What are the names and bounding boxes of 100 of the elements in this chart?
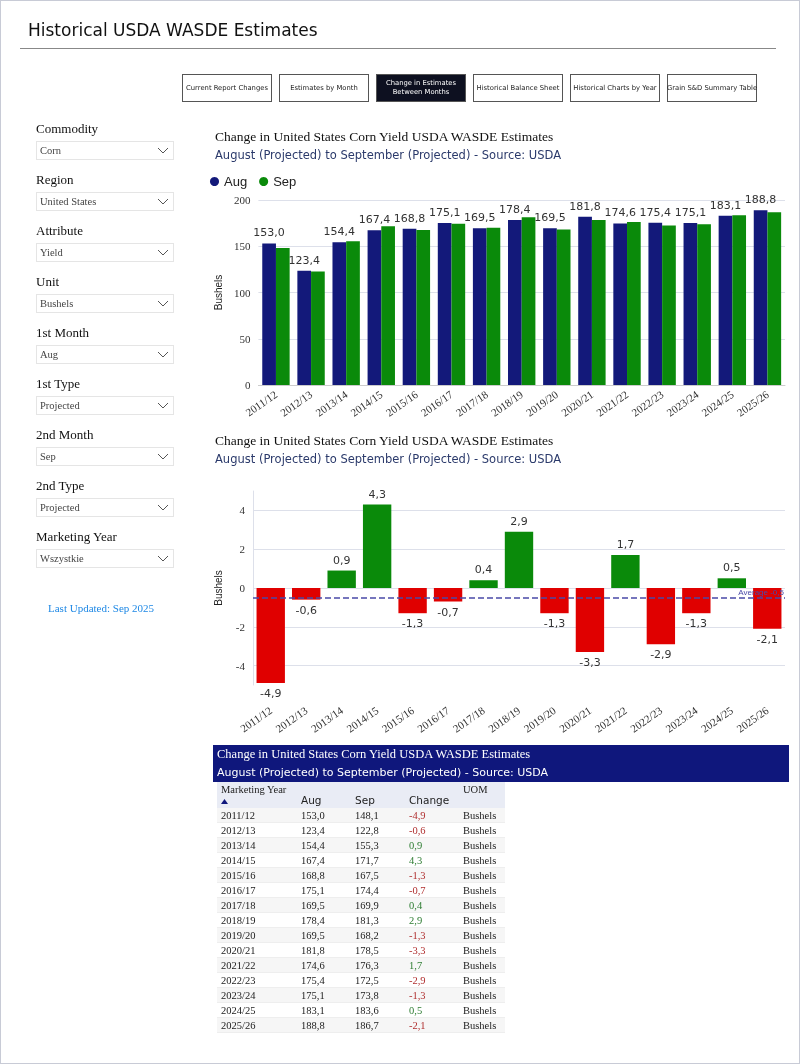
data-label: -4,9: [405, 808, 459, 823]
text: Sep: [351, 782, 405, 808]
data-label: 4,3: [368, 487, 386, 501]
bar: [433, 588, 463, 602]
bar: [402, 228, 417, 385]
data-label: 181,8: [297, 942, 351, 958]
text: United States: [40, 196, 97, 207]
bar: [381, 226, 395, 385]
text: Bushels: [40, 298, 74, 309]
data-label: -1,3: [543, 617, 566, 631]
legend-label: Sep: [273, 174, 297, 189]
data-label: 183,1: [297, 1002, 351, 1018]
text: Bushels: [463, 1019, 497, 1031]
text: Bushels: [463, 944, 497, 956]
text: Bushels: [463, 824, 497, 836]
text: 2nd Month: [36, 427, 95, 443]
category-label: 2015/16: [217, 867, 297, 883]
data-label: -2,9: [405, 972, 459, 988]
text: Corn: [40, 145, 61, 156]
bar: [732, 215, 747, 385]
legend-label: Aug: [224, 174, 248, 189]
data-label: -2,1: [405, 1017, 459, 1033]
y-tick-label: 4: [239, 504, 246, 517]
bar: [256, 588, 285, 684]
data-label: 174,6: [297, 957, 351, 973]
data-label: -1,3: [401, 617, 424, 631]
bar: [437, 223, 452, 385]
text: Bushels: [463, 839, 497, 851]
bar: [543, 228, 557, 385]
text: UOM: [459, 782, 505, 808]
bar: [346, 241, 360, 385]
category-label: 2016/17: [217, 882, 297, 898]
category-label: 2019/20: [217, 927, 297, 943]
data-label: 183,6: [351, 1002, 405, 1018]
data-label: 168,8: [297, 867, 351, 883]
text: Last Updated: Sep 2025: [48, 602, 155, 614]
data-label: 0,4: [405, 897, 459, 913]
text: Change: [405, 782, 459, 808]
text: Bushels: [463, 929, 497, 941]
bar: [540, 588, 569, 614]
data-label: 148,1: [351, 808, 405, 823]
bar: [469, 580, 498, 588]
text: Bushels: [463, 854, 497, 866]
category-label: 2018/19: [217, 912, 297, 928]
category-label: 2023/24: [217, 987, 297, 1003]
text: August (Projected) to September (Projected) - Source: USDA: [217, 765, 550, 781]
data-label: 2,9: [510, 514, 528, 528]
bar: [556, 229, 571, 385]
data-label: -3,3: [579, 656, 601, 670]
data-label: -1,3: [405, 867, 459, 883]
bar: [718, 215, 733, 385]
category-label: 2013/14: [217, 837, 297, 853]
text: Bushels: [463, 869, 497, 881]
category-label: 2011/12: [217, 808, 297, 823]
category-label: 2012/13: [217, 822, 297, 838]
data-label: 175,1: [297, 987, 351, 1003]
data-label: 1,7: [405, 957, 459, 973]
data-label: -2,1: [756, 632, 778, 646]
data-label: 154,4: [323, 225, 356, 239]
bar: [327, 570, 356, 588]
y-tick-label: 0: [239, 582, 246, 594]
bar: [367, 230, 382, 385]
data-label: 0,9: [405, 837, 459, 853]
data-label: 186,7: [351, 1017, 405, 1033]
data-label: 181,3: [351, 912, 405, 928]
data-label: 175,1: [297, 882, 351, 898]
data-label: 167,4: [297, 852, 351, 868]
data-label: -0,6: [405, 822, 459, 838]
data-label: 153,0: [253, 226, 285, 240]
data-label: 169,5: [534, 211, 566, 225]
y-tick-label: 0: [244, 379, 251, 391]
text: Bushels: [463, 1004, 497, 1016]
text: 1st Type: [36, 376, 81, 392]
bar: [362, 504, 392, 588]
bar: [767, 212, 782, 385]
y-tick-label: -2: [235, 620, 245, 633]
data-label: 0,9: [332, 553, 351, 567]
bar: [486, 227, 501, 385]
chart-subtitle: August (Projected) to September (Projected) - Source: USDA: [215, 148, 562, 162]
text: 2nd Type: [36, 478, 86, 494]
category-label: 2017/18: [217, 897, 297, 913]
chart-title: Change in United States Corn Yield USDA WASDE Estimates: [215, 432, 554, 448]
data-label: 181,8: [569, 199, 601, 213]
bar: [611, 555, 640, 588]
data-label: -2,9: [650, 648, 672, 662]
category-label: 2025/26: [217, 1017, 297, 1033]
data-label: 188,8: [744, 193, 777, 207]
data-label: -1,3: [405, 987, 459, 1003]
data-label: 154,4: [297, 837, 351, 853]
bar: [575, 588, 605, 653]
text: Marketing Year: [36, 529, 118, 545]
category-label: 2024/25: [217, 1002, 297, 1018]
text: Commodity: [36, 121, 100, 137]
text: Wszystkie: [40, 553, 84, 564]
data-label: 153,0: [297, 808, 351, 823]
text: Projected: [40, 400, 80, 411]
bar: [275, 248, 290, 385]
y-tick-label: 50: [239, 332, 251, 345]
bar: [683, 223, 698, 385]
data-label: -4,9: [260, 687, 282, 701]
